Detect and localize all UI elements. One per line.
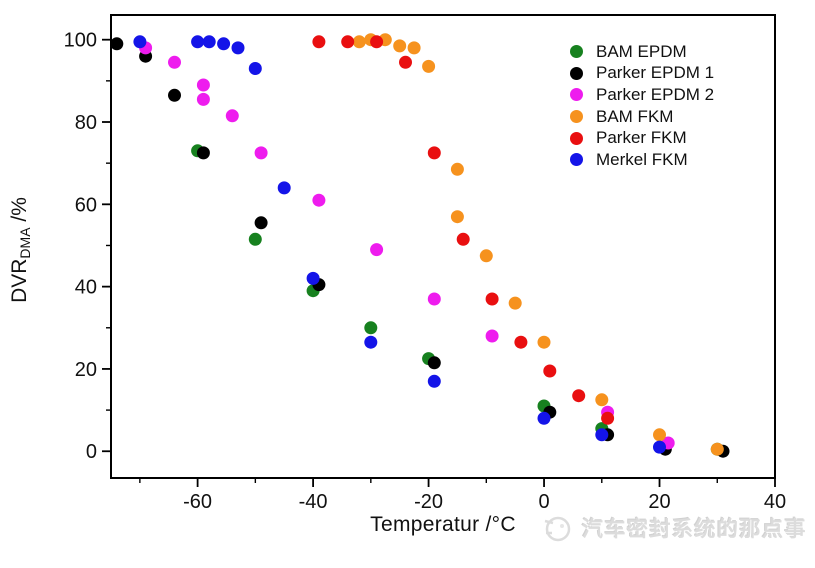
data-point [202, 35, 216, 49]
data-point [191, 35, 205, 49]
data-point [248, 232, 262, 246]
data-point [653, 440, 666, 454]
y-tick-label: 60 [75, 194, 97, 216]
data-point [653, 428, 666, 442]
data-point [422, 59, 436, 73]
legend-label: Merkel FKM [596, 149, 688, 169]
data-point [450, 162, 464, 176]
data-point [710, 442, 724, 456]
data-point [231, 41, 245, 55]
data-point [399, 55, 412, 69]
data-point [217, 37, 231, 51]
legend-marker-icon [570, 153, 583, 167]
data-point [254, 146, 268, 160]
data-point [537, 335, 551, 349]
plot-area [110, 14, 776, 479]
x-tick-label: -20 [414, 491, 443, 513]
data-point [352, 35, 366, 49]
x-axis-title: Temperatur /°C [370, 513, 516, 536]
data-point [595, 393, 609, 407]
data-point [370, 35, 384, 49]
data-point [364, 335, 378, 349]
data-point [248, 62, 262, 75]
data-point [277, 181, 291, 195]
legend-label: Parker EPDM 2 [596, 84, 715, 104]
data-point [508, 296, 522, 310]
data-point [168, 55, 181, 69]
data-point [306, 271, 320, 285]
data-point [427, 292, 441, 306]
data-point [312, 193, 326, 207]
legend-label: Parker FKM [596, 128, 687, 148]
legend-item-parker-epdm-2: Parker EPDM 2 [570, 84, 714, 106]
legend-item-merkel-fkm: Merkel FKM [570, 149, 714, 171]
data-point [572, 389, 586, 403]
data-point [485, 292, 499, 306]
x-tick-label: -40 [299, 491, 328, 513]
y-tick-label: 100 [64, 30, 97, 52]
data-point [456, 232, 470, 246]
legend: BAM EPDM Parker EPDM 1 Parker EPDM 2 BAM FK… [570, 41, 714, 171]
data-point [485, 329, 499, 343]
data-point [427, 146, 441, 160]
y-axis-title-main: DVR [8, 258, 31, 303]
legend-item-parker-epdm-1: Parker EPDM 1 [570, 63, 714, 85]
legend-marker-icon [570, 110, 583, 124]
legend-item-bam-fkm: BAM FKM [570, 106, 714, 128]
data-point [341, 35, 355, 49]
y-tick-label: 40 [75, 277, 97, 299]
data-point [427, 356, 441, 370]
data-point [370, 243, 384, 257]
data-point [537, 411, 551, 425]
data-point [110, 37, 124, 51]
data-point [407, 41, 421, 55]
data-point [514, 335, 528, 349]
x-tick-label: 40 [764, 491, 786, 513]
y-axis-title-subscript: DMA [17, 227, 33, 259]
data-point [196, 78, 210, 92]
data-point [312, 35, 326, 49]
data-point [543, 364, 557, 378]
data-point [364, 321, 378, 335]
legend-label: BAM FKM [596, 106, 674, 126]
x-tick-label: -60 [183, 491, 212, 513]
data-point [196, 146, 210, 160]
data-point [479, 249, 493, 263]
y-tick-label: 0 [86, 441, 97, 463]
legend-marker-icon [570, 66, 583, 80]
legend-item-bam-epdm: BAM EPDM [570, 41, 714, 63]
data-point [427, 374, 441, 388]
y-tick-label: 80 [75, 112, 97, 134]
legend-label: Parker EPDM 1 [596, 63, 715, 83]
data-point [595, 428, 609, 442]
y-axis-title: DVRDMA /% [8, 15, 38, 485]
legend-label: BAM EPDM [596, 41, 687, 61]
data-point [254, 216, 268, 230]
data-point [450, 210, 464, 224]
data-point [168, 88, 181, 102]
x-tick-label: 0 [538, 491, 549, 513]
legend-marker-icon [570, 131, 583, 145]
legend-marker-icon [570, 88, 583, 102]
data-point [133, 35, 147, 49]
data-point [393, 39, 407, 53]
x-tick-label: 20 [648, 491, 670, 513]
data-point [225, 109, 239, 123]
y-axis-title-unit: /% [8, 197, 31, 228]
legend-marker-icon [570, 45, 583, 59]
data-point [601, 411, 615, 425]
y-tick-label: 20 [75, 359, 97, 381]
legend-item-parker-fkm: Parker FKM [570, 127, 714, 149]
data-point [196, 92, 210, 106]
